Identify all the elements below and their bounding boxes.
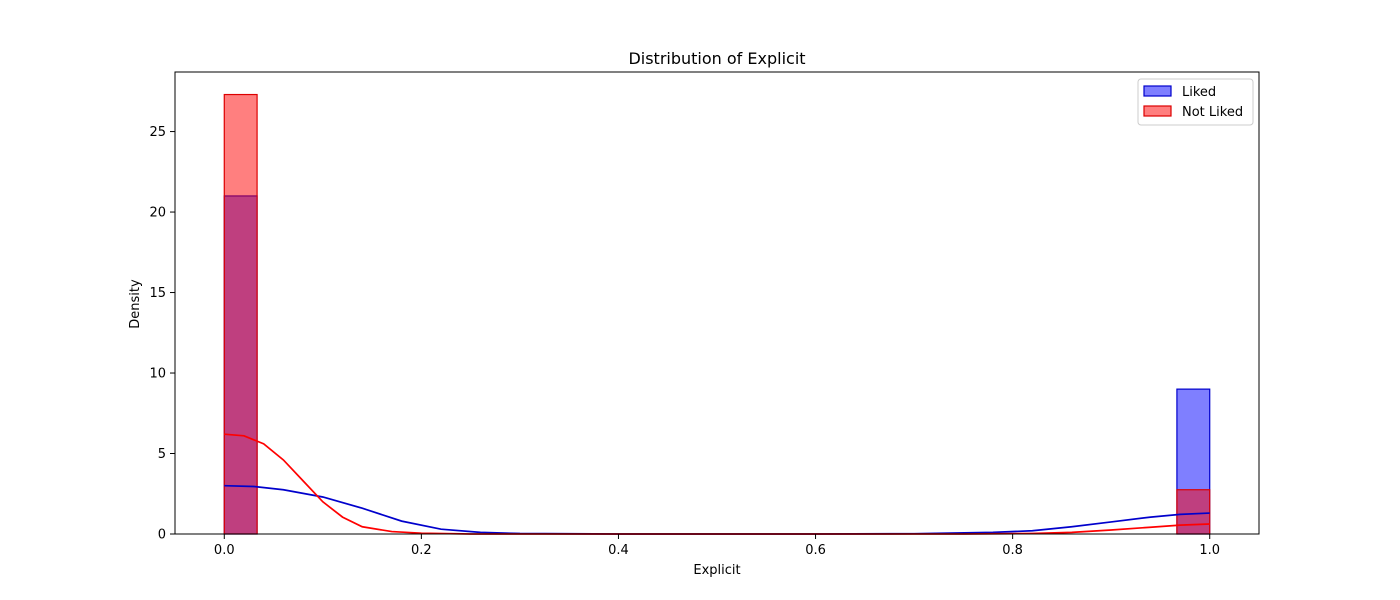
histogram-bar (223, 93, 258, 535)
axes-frame (174, 71, 1260, 535)
legend: Liked Not Liked (1137, 78, 1254, 126)
legend-swatch (1143, 85, 1172, 97)
x-tick-label: 0.6 (805, 543, 826, 558)
y-axis-label: Density (128, 279, 143, 329)
x-tick-label: 0.0 (214, 543, 235, 558)
x-tick-label: 0.2 (411, 543, 432, 558)
kde-line (224, 433, 1210, 535)
x-axis-label: Explicit (693, 563, 740, 578)
y-tick-label: 10 (149, 367, 166, 382)
x-tick-label: 0.8 (1002, 543, 1023, 558)
y-tick-label: 5 (158, 447, 166, 462)
histogram-bar (1176, 489, 1211, 535)
x-tick-label: 0.4 (608, 543, 629, 558)
legend-label: Liked (1182, 85, 1216, 100)
legend-swatch (1143, 105, 1172, 117)
plot-area (223, 93, 1211, 535)
y-tick-label: 15 (149, 286, 166, 301)
legend-label: Not Liked (1182, 105, 1243, 120)
y-tick-label: 20 (149, 206, 166, 221)
y-tick-label: 25 (149, 125, 166, 140)
axes: 0.0 0.2 0.4 0.6 0.8 1.0 0 5 10 15 20 25 (149, 71, 1260, 558)
y-tick-label: 0 (158, 528, 166, 543)
x-tick-label: 1.0 (1199, 543, 1220, 558)
chart-title: Distribution of Explicit (628, 49, 805, 68)
